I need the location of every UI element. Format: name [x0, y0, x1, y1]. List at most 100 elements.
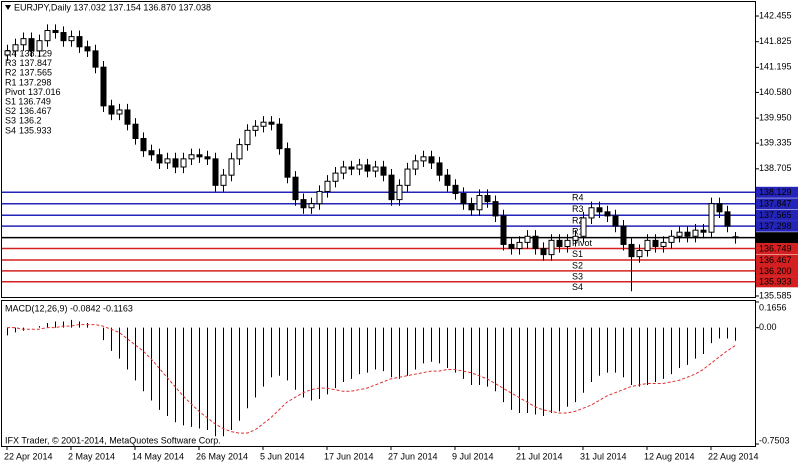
candle-body: [236, 144, 243, 160]
pivot-line-label: S4: [572, 282, 583, 292]
x-tick-label: 9 Jul 2014: [452, 451, 494, 461]
y-tick-label: 0.00: [759, 322, 777, 332]
candle-body: [300, 199, 307, 209]
candle-body: [132, 123, 139, 139]
pivot-list-value: 136.2: [19, 116, 42, 126]
copyright: IFX Trader, © 2001-2014, MetaQuotes Soft…: [5, 435, 221, 445]
y-tick-label: 139.335: [759, 138, 792, 148]
candle-body: [308, 203, 315, 209]
candle-body: [212, 158, 219, 186]
candle-body: [52, 29, 59, 34]
pivot-axis-label: 138.129: [759, 187, 792, 197]
candle-body: [452, 184, 459, 194]
pivot-line-label: S3: [572, 271, 583, 281]
pivot-list-item: Pivot 137.016: [5, 87, 61, 97]
candle-body: [188, 154, 195, 160]
x-tick-label: 12 Aug 2014: [644, 451, 695, 461]
candle-body: [636, 250, 643, 258]
candle-body: [388, 174, 395, 201]
pivot-list-value: 137.298: [19, 78, 52, 88]
pivot-axis-box: [756, 276, 798, 288]
candle-body: [332, 172, 339, 182]
pivot-list-name: Pivot: [5, 87, 26, 97]
pivot-axis-box: [756, 243, 798, 255]
pivot-list-value: 138.129: [20, 49, 53, 59]
candle-body: [684, 231, 691, 237]
pivot-list-value: 137.016: [28, 87, 61, 97]
candle-body: [660, 241, 667, 247]
candle-body: [468, 203, 475, 211]
candle-body: [356, 164, 363, 170]
candle-body: [100, 66, 107, 107]
candle-body: [284, 148, 291, 178]
candle-body: [164, 158, 171, 164]
candle-body: [204, 156, 211, 160]
pivot-line-label: R3: [572, 204, 584, 214]
symbol-icon: [5, 5, 11, 10]
x-tick-label: 27 Jun 2014: [388, 451, 438, 461]
x-tick-label: 5 Jun 2014: [260, 451, 305, 461]
pivot-axis-label: 137.565: [759, 210, 792, 220]
candle-body: [316, 190, 323, 205]
pivot-list-value: 135.933: [19, 126, 52, 136]
candle-body: [140, 137, 147, 152]
pivot-axis-box: [756, 220, 798, 232]
candle-body: [652, 239, 659, 247]
candle-body: [220, 174, 227, 186]
x-tick-label: 21 Jul 2014: [516, 451, 563, 461]
candle-body: [372, 166, 379, 172]
pivot-axis-box: [756, 232, 798, 244]
pivot-line-label: R4: [572, 193, 584, 203]
candle-body: [492, 201, 499, 217]
candle-body: [460, 192, 467, 205]
x-tick-label: 14 May 2014: [132, 451, 184, 461]
pivot-list-name: S2: [5, 106, 16, 116]
candle-body: [172, 158, 179, 168]
candle-body: [644, 239, 651, 252]
pivot-list-name: R2: [5, 68, 17, 78]
y-tick-label: 140.580: [759, 87, 792, 97]
candle-body: [524, 235, 531, 243]
candle-body: [676, 231, 683, 237]
candle-body: [604, 211, 611, 217]
candle-body: [700, 229, 707, 233]
candle-body: [412, 160, 419, 170]
candle-body: [92, 50, 99, 68]
candle-body: [292, 176, 299, 201]
candle-body: [348, 166, 355, 170]
candle-body: [4, 50, 11, 56]
pivot-list-name: R4: [5, 49, 17, 59]
candle-body: [60, 32, 67, 42]
candle-body: [692, 229, 699, 237]
pivot-list-value: 136.749: [18, 97, 51, 107]
candle-body: [476, 195, 483, 211]
candle-body: [436, 162, 443, 176]
candle-body: [404, 168, 411, 186]
candle-body: [716, 203, 723, 213]
candle-body: [508, 243, 515, 250]
pivot-axis-box: [756, 254, 798, 266]
candle-body: [708, 203, 715, 233]
x-tick-label: 22 Apr 2014: [4, 451, 53, 461]
candle-body: [252, 125, 259, 131]
candle-body: [44, 29, 51, 42]
candle-body: [548, 239, 555, 256]
candle-body: [556, 239, 563, 247]
candle-body: [276, 123, 283, 150]
candle-body: [340, 166, 347, 174]
pivot-list-value: 137.565: [20, 68, 53, 78]
candle-body: [84, 46, 91, 52]
pivot-list-item: R3 137.847: [5, 58, 52, 68]
candle-body: [572, 235, 579, 241]
x-tick-label: 26 May 2014: [196, 451, 248, 461]
pivot-list-item: S3 136.2: [5, 116, 42, 126]
y-tick-label: 135.585: [759, 290, 792, 300]
candle-body: [380, 166, 387, 176]
x-tick-label: 2 May 2014: [68, 451, 115, 461]
macd-title: MACD(12,26,9) -0.0842 -0.1163: [5, 303, 133, 313]
pivot-axis-box: [756, 186, 798, 198]
candle-body: [12, 44, 19, 52]
candle-body: [116, 109, 123, 115]
pivot-line-label: R1: [572, 227, 584, 237]
candle-body: [620, 225, 627, 245]
